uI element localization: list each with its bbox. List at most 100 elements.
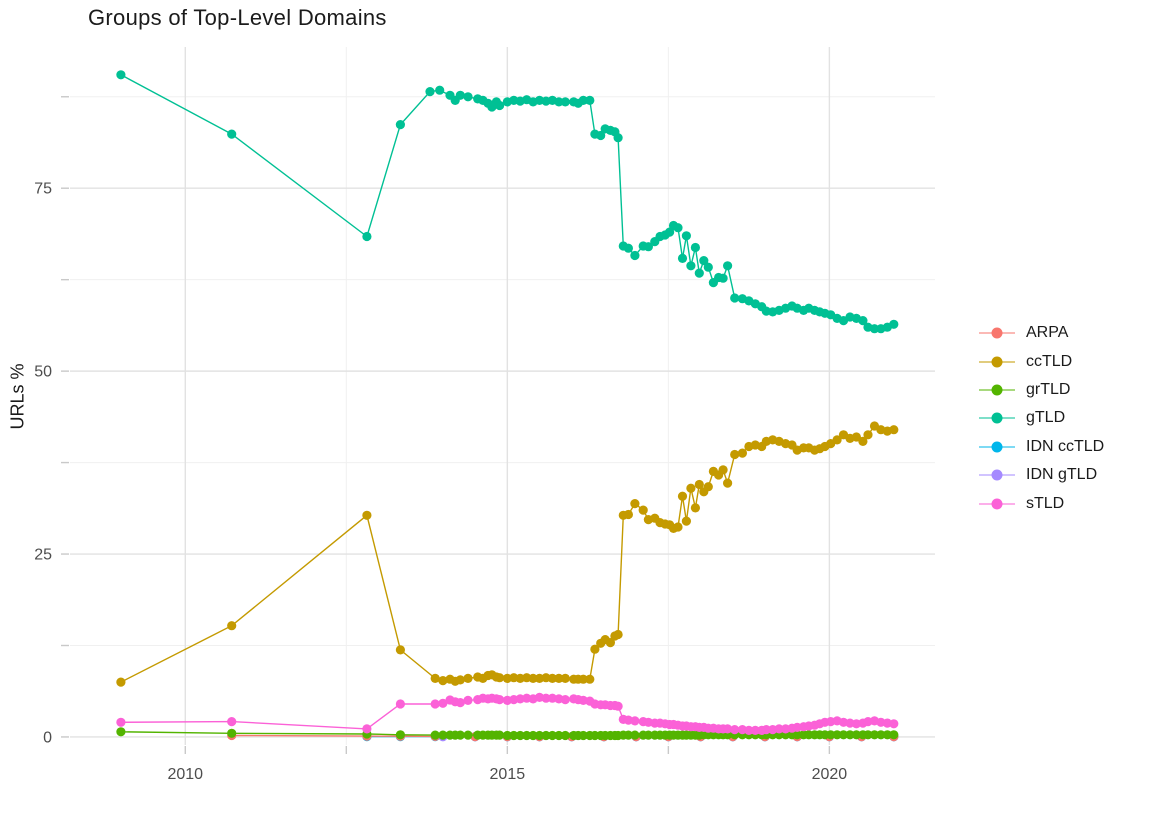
data-point [889,319,899,329]
data-point [677,491,688,501]
legend: ARPA ccTLD grTLD gTLD IDN ccTLD IDN gTLD sTLD [976,319,1104,518]
data-point [528,673,538,684]
legend-label: ccTLD [1026,352,1073,370]
x-tick-label: 2015 [490,766,526,783]
data-point [882,730,892,740]
legend-label: grTLD [1026,380,1071,398]
data-point [227,728,237,738]
data-point [395,699,405,709]
data-point [723,478,733,488]
legend-label: ARPA [1026,324,1069,342]
data-point [116,717,126,727]
legend-item-grtld: grTLD [976,376,1104,404]
axis-ticks [61,96,831,754]
data-point [455,730,465,740]
data-point [438,676,448,686]
series-stld [116,692,899,736]
data-point [630,499,640,509]
data-point [703,482,713,492]
data-point [677,253,688,263]
y-tick-label: 25 [34,547,52,564]
data-point [718,465,728,475]
data-point [694,479,704,490]
data-point [463,730,473,740]
data-point [438,698,448,708]
data-point [858,316,868,326]
y-tick-label: 75 [34,181,52,198]
y-tick-label: 0 [43,729,52,746]
data-point [623,243,634,253]
data-point [889,730,899,740]
legend-item-cctld: ccTLD [976,347,1104,375]
grid-minor [70,47,935,745]
data-point [430,730,440,740]
data-point [750,725,760,736]
data-point [430,673,440,684]
data-point [438,730,448,740]
data-point [869,324,880,334]
data-point [792,730,802,740]
data-point [502,730,512,741]
data-point [541,693,551,703]
data-point [395,645,405,655]
data-point [596,130,606,141]
data-point [686,483,696,493]
chart-title: Groups of Top-Level Domains [88,5,387,30]
data-point [116,70,126,80]
legend-label: sTLD [1026,494,1065,512]
data-point [623,730,634,740]
data-point [613,629,623,640]
x-tick-label: 2010 [167,766,203,783]
data-point [851,730,862,740]
data-point [737,448,748,458]
legend-key-icon [979,441,1015,453]
data-point [690,242,701,253]
data-point [699,256,709,266]
data-point [116,727,126,737]
y-tick-label: 50 [34,364,52,381]
data-point [630,730,640,740]
x-tick-label: 2020 [812,766,848,783]
data-point [463,673,473,684]
data-point [838,730,849,740]
data-point [578,674,588,684]
data-point [832,730,842,740]
grid-major [70,47,935,745]
data-point [845,730,855,740]
data-point [613,133,623,143]
data-point [362,231,372,242]
legend-item-gtld: gTLD [976,404,1104,432]
data-point [554,673,564,684]
data-point [686,261,696,271]
data-point [435,85,445,95]
data-point [560,673,570,684]
data-point [395,730,405,740]
legend-key-icon [979,469,1015,481]
data-point [744,725,754,736]
data-point [578,95,588,105]
data-point [515,730,525,741]
data-point [605,638,616,648]
data-point [623,509,634,520]
data-point [362,724,372,734]
data-point [395,120,405,130]
data-point [560,97,570,107]
data-point [522,730,532,741]
legend-item-stld: sTLD [976,489,1104,517]
data-point [227,717,237,727]
data-point [863,730,873,740]
data-point [869,730,880,740]
data-point [362,510,372,520]
data-point [495,730,505,740]
data-point [673,223,683,233]
legend-key-icon [979,384,1015,396]
legend-label: IDN gTLD [1026,466,1098,484]
legend-key-icon [979,412,1015,424]
data-point [730,725,740,735]
data-point [547,730,558,741]
data-point [832,435,842,445]
data-point [585,95,595,105]
data-point [227,129,237,139]
